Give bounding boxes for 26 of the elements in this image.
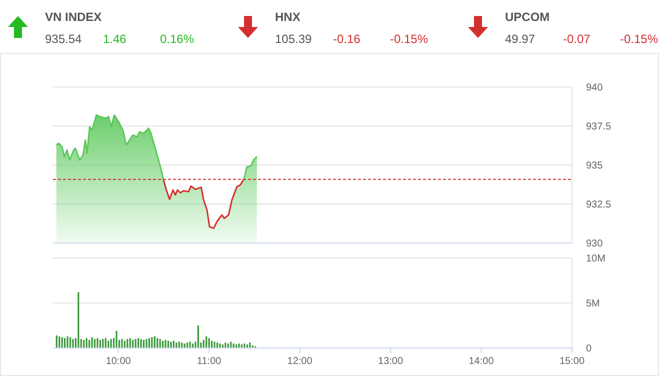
text: 0.16%	[160, 32, 194, 46]
data-label: 1.46	[103, 32, 127, 46]
text: 935.54	[45, 32, 82, 46]
y-tick-label: 935	[586, 160, 604, 172]
x-tick-label: 11:00	[196, 356, 222, 367]
text: 49.97	[505, 32, 536, 46]
y-tick-label: 0	[586, 344, 592, 354]
y-tick-label: 5M	[586, 298, 600, 310]
y-tick-label: 10M	[586, 254, 606, 264]
x-tick-label: 10:00	[106, 356, 132, 367]
y-tick-label: 932.5	[586, 200, 612, 210]
category-label: HNX	[275, 10, 300, 24]
y-tick-label: 930	[586, 238, 604, 250]
category-label: VN INDEX	[45, 10, 102, 24]
x-tick-label: 13:00	[378, 356, 404, 367]
text: -0.15%	[620, 32, 658, 46]
text: 105.39	[275, 32, 312, 46]
x-tick-label: 12:00	[287, 356, 313, 367]
y-tick-label: 940	[586, 82, 604, 94]
data-label: -0.16	[333, 32, 361, 46]
category-label: UPCOM	[505, 10, 550, 24]
x-tick-label: 14:00	[468, 356, 494, 367]
y-tick-label: 937.5	[586, 122, 612, 132]
text: -0.15%	[390, 32, 428, 46]
data-label: -0.07	[563, 32, 591, 46]
x-tick-label: 15:00	[559, 356, 585, 367]
